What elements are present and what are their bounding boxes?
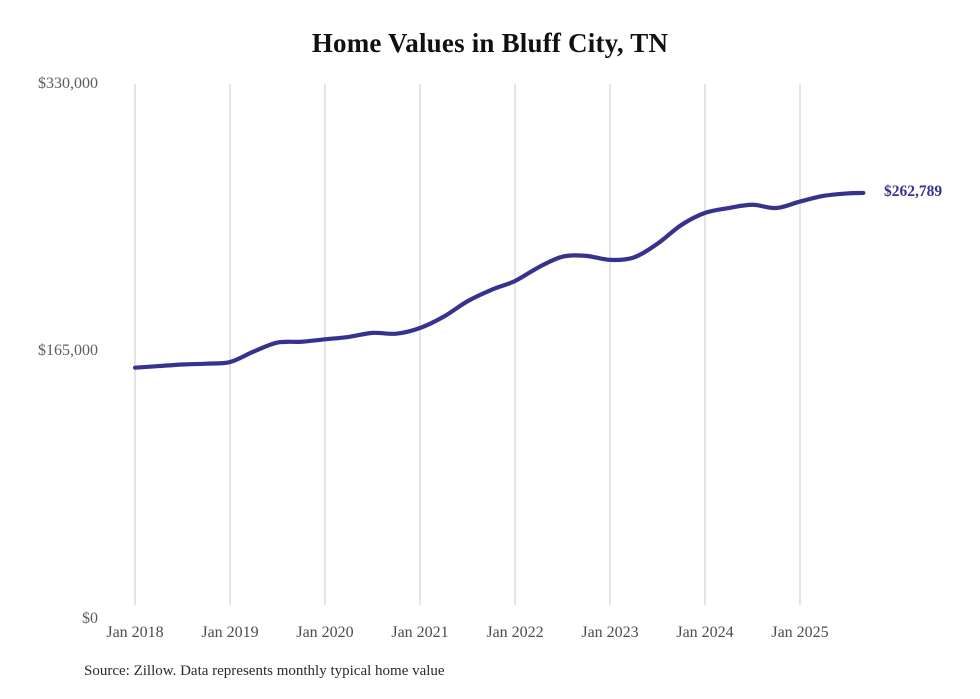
x-axis-tick-jan-2018: Jan 2018 bbox=[106, 624, 164, 641]
x-axis-tick-jan-2023: Jan 2023 bbox=[581, 624, 639, 641]
x-axis-tick-jan-2019: Jan 2019 bbox=[201, 624, 259, 641]
y-axis-tick-330000: $330,000 bbox=[38, 75, 98, 92]
x-axis-tick-jan-2022: Jan 2022 bbox=[486, 624, 544, 641]
chart-title: Home Values in Bluff City, TN bbox=[311, 28, 669, 58]
gridlines-vertical bbox=[134, 84, 801, 605]
x-axis-tick-jan-2024: Jan 2024 bbox=[676, 624, 734, 641]
y-axis-tick-0: $0 bbox=[82, 610, 98, 627]
x-axis-tick-jan-2020: Jan 2020 bbox=[296, 624, 354, 641]
x-axis-tick-jan-2021: Jan 2021 bbox=[391, 624, 449, 641]
value-line bbox=[132, 190, 866, 370]
x-axis-tick-jan-2025: Jan 2025 bbox=[771, 624, 829, 641]
source-note: Source: Zillow. Data represents monthly … bbox=[84, 663, 445, 679]
y-axis-tick-165000: $165,000 bbox=[38, 342, 98, 359]
end-value-label: $262,789 bbox=[884, 183, 943, 200]
